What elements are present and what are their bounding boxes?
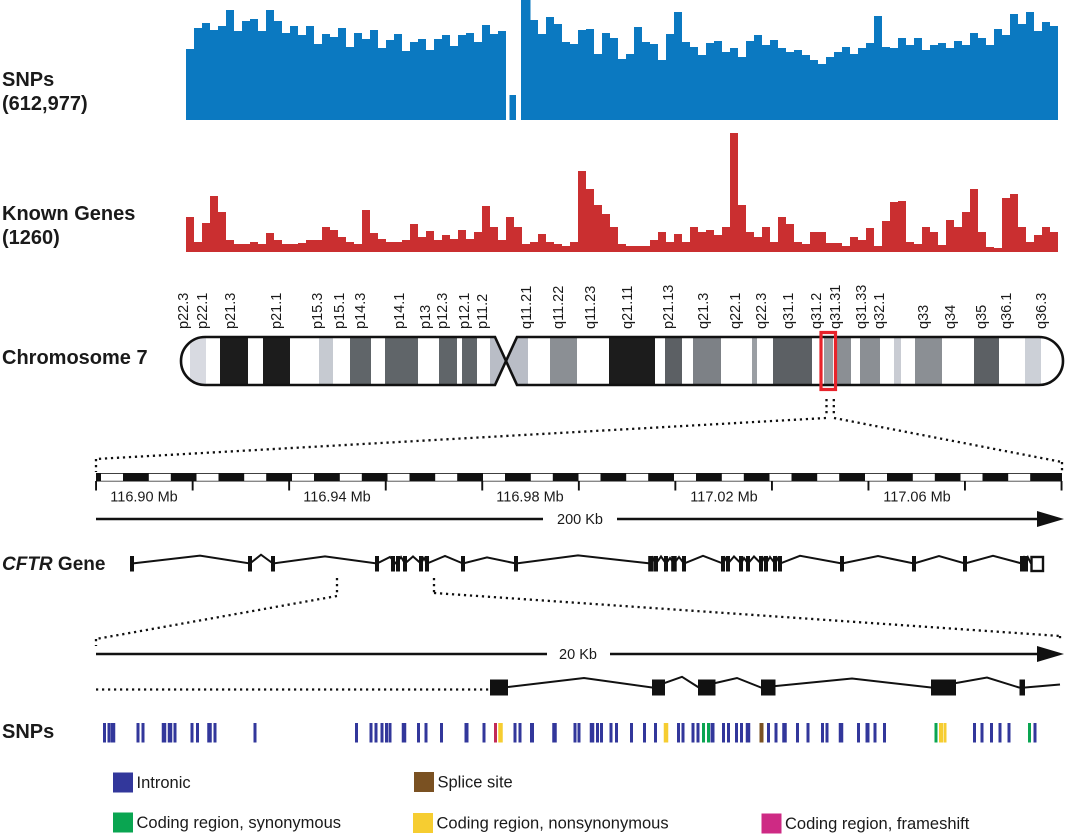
svg-text:200 Kb: 200 Kb (557, 512, 603, 528)
svg-text:Coding region, nonsynonymous: Coding region, nonsynonymous (437, 815, 669, 833)
svg-text:q11.22: q11.22 (551, 286, 567, 329)
svg-text:q31.1: q31.1 (781, 293, 797, 329)
svg-text:116.94 Mb: 116.94 Mb (303, 490, 370, 506)
svg-text:q31.33: q31.33 (854, 285, 870, 329)
svg-text:SNPs: SNPs (2, 721, 54, 743)
svg-text:q32.1: q32.1 (872, 293, 888, 329)
svg-text:p14.3: p14.3 (353, 293, 369, 329)
svg-text:Known Genes: Known Genes (2, 203, 135, 225)
svg-text:q31.31: q31.31 (828, 285, 844, 329)
svg-text:116.98 Mb: 116.98 Mb (496, 490, 563, 506)
svg-text:p21.3: p21.3 (223, 293, 239, 329)
svg-text:p22.1: p22.1 (195, 293, 211, 329)
svg-text:q34: q34 (943, 305, 959, 329)
svg-text:(612,977): (612,977) (2, 93, 88, 115)
svg-text:Coding region, synonymous: Coding region, synonymous (137, 814, 342, 832)
svg-text:p21.1: p21.1 (269, 293, 285, 329)
svg-text:CFTR Gene: CFTR Gene (2, 554, 105, 575)
svg-text:p15.1: p15.1 (332, 293, 348, 329)
svg-text:q31.2: q31.2 (809, 293, 825, 329)
svg-text:p22.3: p22.3 (176, 293, 192, 329)
svg-text:116.90 Mb: 116.90 Mb (110, 490, 177, 506)
svg-text:(1260): (1260) (2, 227, 60, 249)
svg-text:Splice site: Splice site (438, 774, 513, 792)
svg-text:Chromosome 7: Chromosome 7 (2, 347, 148, 369)
svg-text:p15.3: p15.3 (310, 293, 326, 329)
svg-text:SNPs: SNPs (2, 69, 54, 91)
svg-text:q33: q33 (916, 305, 932, 329)
svg-text:p21.13: p21.13 (661, 285, 677, 329)
svg-text:Intronic: Intronic (137, 774, 191, 792)
svg-text:q21.11: q21.11 (620, 286, 636, 329)
svg-text:q36.3: q36.3 (1034, 293, 1050, 329)
svg-text:p13: p13 (418, 305, 434, 329)
svg-text:p12.1: p12.1 (457, 293, 473, 329)
svg-text:p12.3: p12.3 (435, 293, 451, 329)
svg-text:20 Kb: 20 Kb (559, 647, 597, 663)
svg-text:q21.3: q21.3 (696, 293, 712, 329)
svg-text:q11.23: q11.23 (583, 286, 599, 329)
svg-text:q35: q35 (974, 305, 990, 329)
svg-text:q22.3: q22.3 (754, 293, 770, 329)
svg-text:q22.1: q22.1 (728, 293, 744, 329)
svg-text:q11.21: q11.21 (519, 286, 535, 329)
svg-text:117.02 Mb: 117.02 Mb (690, 490, 757, 506)
svg-text:p11.2: p11.2 (475, 294, 491, 329)
svg-text:q36.1: q36.1 (999, 293, 1015, 329)
svg-text:117.06 Mb: 117.06 Mb (883, 490, 950, 506)
svg-text:p14.1: p14.1 (392, 293, 408, 329)
svg-text:Coding region, frameshift: Coding region, frameshift (785, 815, 970, 833)
